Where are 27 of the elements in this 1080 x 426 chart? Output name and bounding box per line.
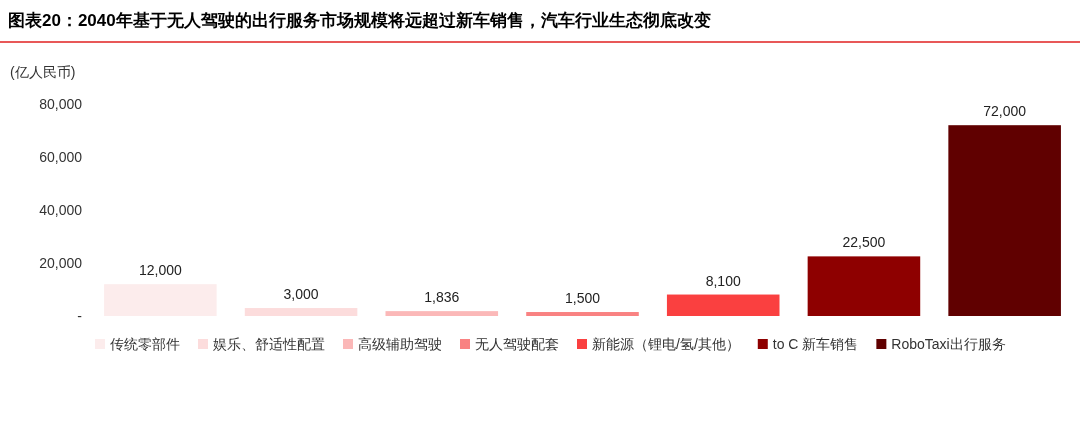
y-tick-label: 60,000 (39, 149, 83, 165)
x-tick-label: 无人驾驶配套 (475, 336, 559, 352)
bar (244, 308, 358, 316)
y-axis-title: (亿人民币) (10, 64, 76, 80)
chart-title: 图表20：2040年基于无人驾驶的出行服务市场规模将远超过新车销售，汽车行业生态彻底改变 (8, 11, 711, 30)
data-label: 1,500 (564, 290, 601, 307)
x-tick-label: to C 新车销售 (772, 336, 859, 352)
x-tick-label: RoboTaxi出行服务 (891, 336, 1006, 352)
data-label: 1,836 (424, 289, 460, 306)
y-tick-label: 40,000 (39, 202, 83, 218)
y-tick-label: 20,000 (39, 255, 83, 271)
bar (807, 256, 921, 316)
data-label: 3,000 (283, 286, 319, 303)
x-tick-label: 高级辅助驾驶 (358, 336, 442, 352)
x-tick-label: 传统零部件 (110, 336, 180, 352)
data-label: 12,000 (138, 262, 182, 279)
bar (948, 125, 1061, 316)
bar (385, 311, 499, 316)
data-label: 8,100 (705, 272, 741, 289)
y-tick-label: 80,000 (39, 96, 83, 112)
data-label: 72,000 (983, 103, 1027, 120)
bar (526, 312, 639, 316)
x-tick-label: 新能源（锂电/氢/其他） (592, 336, 740, 352)
bar (666, 294, 780, 316)
y-tick-label: - (77, 308, 83, 324)
data-label: 22,500 (842, 234, 886, 251)
x-tick-label: 娱乐、舒适性配置 (213, 336, 325, 352)
